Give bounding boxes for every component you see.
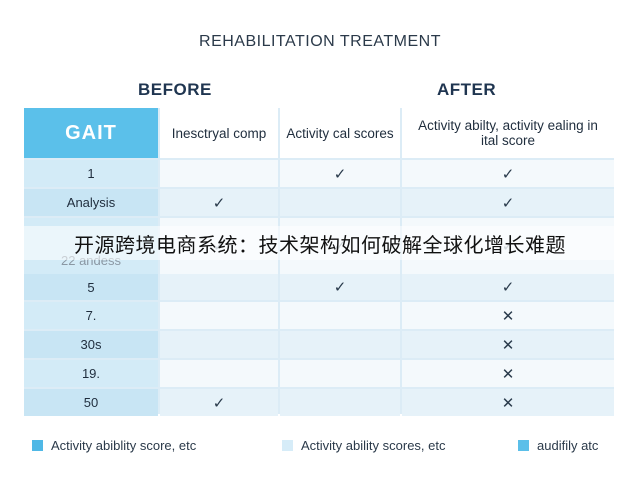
row-label: 1 bbox=[24, 160, 158, 187]
check-mark bbox=[160, 160, 278, 187]
row-label: 30s bbox=[24, 331, 158, 358]
legend-label: Activity abiblity score, etc bbox=[51, 438, 197, 453]
cross-mark: ✕ bbox=[402, 302, 614, 329]
legend-label: audifily atc bbox=[537, 438, 599, 453]
overlay-caption: 开源跨境电商系统：技术架构如何破解全球化增长难题 bbox=[0, 226, 640, 260]
row-label: 50 bbox=[24, 389, 158, 416]
check-mark: ✓ bbox=[280, 160, 400, 187]
cross-mark bbox=[280, 360, 400, 387]
table-row: 19. ✕ bbox=[24, 358, 614, 387]
check-mark: ✓ bbox=[402, 160, 614, 187]
row-label: 19. bbox=[24, 360, 158, 387]
check-mark bbox=[160, 274, 278, 300]
header-col-1: Inesctryal comp bbox=[160, 108, 278, 158]
legend-item: audifily atc bbox=[518, 438, 598, 453]
cross-mark bbox=[160, 360, 278, 387]
check-mark: ✓ bbox=[402, 189, 614, 216]
check-mark bbox=[280, 189, 400, 216]
cross-mark bbox=[160, 331, 278, 358]
check-mark: ✓ bbox=[402, 274, 614, 300]
cross-mark: ✕ bbox=[402, 360, 614, 387]
cross-mark: ✕ bbox=[402, 331, 614, 358]
comparison-table: GAIT Inesctryal comp Activity cal scores… bbox=[24, 108, 614, 416]
table-row: 30s ✕ bbox=[24, 329, 614, 358]
header-col-3: Activity abilty, activity ealing in ital… bbox=[402, 108, 614, 158]
row-label: 7. bbox=[24, 302, 158, 329]
legend-label: Activity ability scores, etc bbox=[301, 438, 446, 453]
cross-mark bbox=[280, 331, 400, 358]
row-label: Analysis bbox=[24, 189, 158, 216]
cross-mark: ✕ bbox=[402, 389, 614, 416]
table-row: 7. ✕ bbox=[24, 300, 614, 329]
table-row: 1 ✓ ✓ bbox=[24, 158, 614, 187]
header-col-2: Activity cal scores bbox=[280, 108, 400, 158]
check-mark: ✓ bbox=[160, 389, 278, 416]
legend: Activity abiblity score, etc Activity ab… bbox=[0, 438, 640, 458]
legend-item: Activity ability scores, etc bbox=[282, 438, 446, 453]
table-row: 50 ✓ ✕ bbox=[24, 387, 614, 416]
check-mark: ✓ bbox=[160, 189, 278, 216]
after-header: AFTER bbox=[437, 80, 497, 99]
cross-mark bbox=[280, 389, 400, 416]
table-row: 5 ✓ ✓ bbox=[24, 272, 614, 300]
header-gait: GAIT bbox=[24, 108, 158, 158]
table-header-row: GAIT Inesctryal comp Activity cal scores… bbox=[24, 108, 614, 158]
check-mark: ✓ bbox=[280, 274, 400, 300]
legend-item: Activity abiblity score, etc bbox=[32, 438, 196, 453]
row-label: 5 bbox=[24, 274, 158, 300]
cross-mark bbox=[280, 302, 400, 329]
before-header: BEFORE bbox=[138, 80, 212, 99]
legend-swatch bbox=[282, 440, 293, 451]
legend-swatch bbox=[32, 440, 43, 451]
legend-swatch bbox=[518, 440, 529, 451]
table-row: Analysis ✓ ✓ bbox=[24, 187, 614, 216]
cross-mark bbox=[160, 302, 278, 329]
chart-title: REHABILITATION TREATMENT bbox=[199, 33, 441, 50]
